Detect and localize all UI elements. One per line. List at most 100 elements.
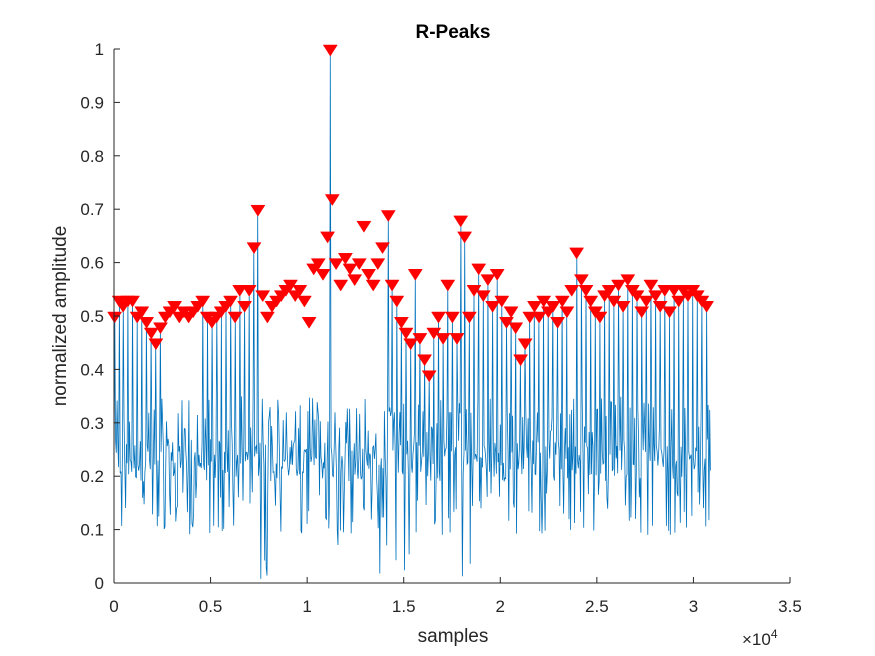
r-peak-marker [407,269,423,281]
y-tick-label: 0.6 [80,254,104,273]
r-peak-marker [292,285,308,297]
signal-trace [113,48,711,579]
r-peak-marker [545,301,561,313]
r-peak-marker [315,269,331,281]
y-tick-label: 0.1 [80,521,104,540]
r-peak-marker [398,327,414,340]
r-peak-marker [662,306,677,319]
r-peak-marker [638,295,654,308]
y-tick-label: 0.3 [80,414,104,433]
r-peak-marker [134,306,150,319]
r-peak-marker [301,317,317,329]
r-peak-marker [431,311,446,324]
r-peak-marker [657,285,673,297]
r-peak-marker [634,306,650,319]
r-peak-marker [471,263,487,276]
x-axis-ticks: 0 0.5 1 1.5 2 2.5 3 3.5 [109,577,802,616]
r-peak-marker [494,295,510,308]
r-peak-marker [324,194,340,206]
r-peak-marker [435,333,451,345]
r-peak-marker [453,215,469,228]
x-tick-label: 0.5 [199,597,223,616]
r-peak-marker [531,311,547,324]
x-tick-label: 1.5 [392,597,416,616]
y-tick-label: 0.4 [80,360,104,379]
r-peak-marker [583,295,599,308]
r-peak-marker [648,290,664,303]
y-tick-label: 0 [95,574,104,593]
r-peak-marker [296,295,312,308]
r-peak-marker [615,301,631,313]
r-peak-marker [461,311,477,324]
y-tick-label: 1 [95,40,104,59]
r-peak-marker [255,290,271,303]
r-peak-marker [569,247,585,260]
x-tick-label: 2.5 [585,597,609,616]
r-peak-marker [237,301,253,313]
r-peak-marker [449,333,465,345]
r-peak-marker [380,210,396,222]
r-peak-marker [250,204,266,217]
r-peak-marker [232,285,248,297]
r-peak-marker [259,311,275,324]
r-peak-marker [356,220,372,233]
r-peak-marker [559,306,575,319]
r-peak-marker [643,279,659,292]
r-peak-marker [227,311,243,324]
r-peak-marker [611,279,626,292]
r-peak-marker [370,258,386,271]
r-peak-marker [389,295,405,308]
y-tick-label: 0.2 [80,467,104,486]
r-peak-marker [143,327,159,340]
r-peak-marker [310,258,326,271]
r-peak-marker [508,322,524,335]
r-peak-marker [375,242,390,255]
r-peak-marker [564,285,580,297]
x-tick-label: 0 [109,597,118,616]
r-peak-marker [620,274,636,287]
r-peak-marker [578,285,594,297]
r-peak-marker [223,295,238,308]
y-axis-label: normalized amplitude [50,226,71,407]
x-tick-label: 1 [302,597,311,616]
r-peak-marker [573,274,589,287]
r-peak-marker [480,274,496,287]
x-exponent-base: ×10 [742,630,771,649]
r-peak-marker [503,306,519,319]
y-tick-label: 0.5 [80,307,104,326]
r-peak-marker [666,285,682,297]
r-peak-marker [550,317,566,329]
r-peak-marker [592,311,608,324]
r-peak-marker [328,258,344,271]
r-peak-marker [440,279,456,292]
svg-text:×104: ×104 [742,627,778,649]
r-peak-marker [601,285,617,297]
x-axis-label: samples [418,626,489,647]
r-peak-marker [153,322,168,335]
r-peak-marker [457,231,473,244]
r-peak-marker [412,333,428,345]
y-tick-label: 0.9 [80,93,104,112]
r-peak-marker [342,263,358,276]
r-peak-marker [139,317,155,329]
r-peak-marker [671,295,687,308]
r-peak-marker [489,269,505,281]
r-peak-marker [195,295,211,308]
y-tick-label: 0.7 [80,200,104,219]
r-peak-marker [513,354,529,367]
r-peak-marker [417,354,433,367]
y-axis-ticks: 0 0.1 0.2 0.3 0.4 0.5 0.6 0.7 0.8 0.9 1 [80,40,120,593]
r-peak-marker [320,231,336,244]
r-peak-marker [485,301,501,313]
r-peak-marker [351,258,367,271]
r-peak-marker [421,370,437,383]
x-tick-label: 2 [496,597,505,616]
r-peak-marker [527,301,542,313]
r-peak-marker [322,44,338,57]
r-peak-marker [241,285,257,297]
r-peak-marker [475,290,491,303]
r-peak-marker [403,338,419,351]
ecg-signal-line [113,48,711,579]
r-peak-marker [365,279,381,292]
